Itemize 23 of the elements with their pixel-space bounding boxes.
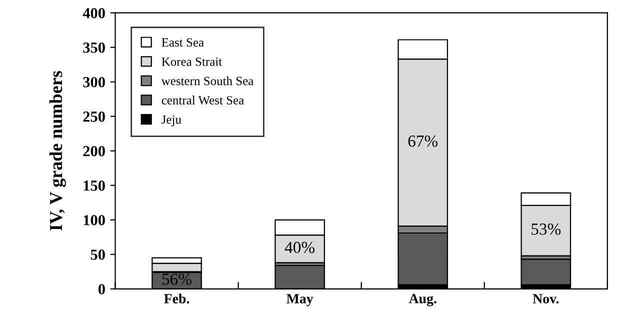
x-tick-label: Aug. (408, 294, 436, 306)
y-tick-label: 400 (82, 8, 105, 18)
annotation: 56% (162, 274, 192, 285)
y-tick-label: 50 (90, 250, 105, 260)
y-tick-label: 0 (98, 284, 105, 294)
legend-label: central West Sea (162, 96, 244, 105)
y-tick-label: 300 (83, 76, 105, 88)
y-tick-label: 250 (83, 112, 105, 122)
legend-label: Korea Strait (162, 58, 222, 66)
x-tick-label: May (286, 294, 314, 306)
x-tick-label: Nov. (532, 294, 559, 304)
legend-label: Jeju (162, 115, 182, 126)
y-tick-label: 350 (83, 42, 105, 53)
y-tick-label: 200 (83, 146, 105, 156)
legend-label: East Sea (162, 38, 204, 47)
y-tick-label: 100 (84, 215, 105, 226)
y-axis-title: IV, V grade numbers (49, 71, 66, 231)
x-tick-label: Feb. (164, 294, 190, 304)
y-tick-label: 150 (84, 180, 105, 191)
annotation: 67% (408, 136, 438, 147)
legend-label: western South Sea (161, 76, 254, 86)
annotation: 53% (532, 224, 561, 235)
annotation: 40% (284, 242, 315, 254)
